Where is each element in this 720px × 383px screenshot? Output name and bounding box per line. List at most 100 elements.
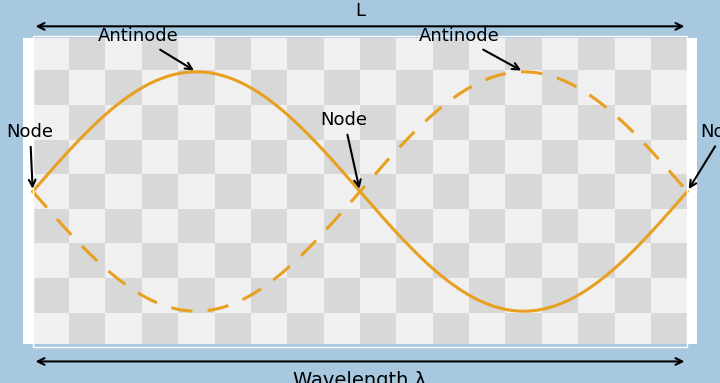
Bar: [215, 243, 251, 278]
Bar: [469, 70, 505, 105]
Bar: [397, 243, 433, 278]
Text: Node: Node: [6, 123, 53, 187]
Bar: [215, 278, 251, 313]
Bar: [0, 0, 23, 383]
Bar: [360, 70, 397, 105]
Bar: [578, 209, 615, 243]
Bar: [578, 70, 615, 105]
Bar: [251, 174, 287, 209]
Bar: [651, 209, 688, 243]
Bar: [505, 243, 542, 278]
Bar: [360, 105, 397, 140]
Bar: [105, 209, 142, 243]
Bar: [323, 278, 360, 313]
Bar: [505, 36, 542, 70]
Bar: [251, 313, 287, 347]
Bar: [615, 70, 651, 105]
Bar: [215, 209, 251, 243]
Bar: [251, 243, 287, 278]
Bar: [287, 209, 323, 243]
Bar: [215, 313, 251, 347]
Bar: [0, 0, 720, 38]
Bar: [215, 105, 251, 140]
Bar: [542, 174, 578, 209]
Bar: [469, 278, 505, 313]
Bar: [287, 313, 323, 347]
Bar: [578, 105, 615, 140]
Bar: [142, 105, 178, 140]
Bar: [615, 36, 651, 70]
Bar: [32, 105, 69, 140]
Bar: [178, 105, 215, 140]
Bar: [615, 209, 651, 243]
Bar: [433, 209, 469, 243]
Bar: [505, 278, 542, 313]
Bar: [505, 70, 542, 105]
Bar: [323, 36, 360, 70]
Bar: [542, 140, 578, 174]
Bar: [105, 105, 142, 140]
Bar: [142, 140, 178, 174]
Bar: [323, 313, 360, 347]
Bar: [69, 36, 105, 70]
Bar: [360, 313, 397, 347]
Bar: [433, 140, 469, 174]
Bar: [397, 209, 433, 243]
Bar: [287, 36, 323, 70]
Bar: [651, 243, 688, 278]
Bar: [433, 278, 469, 313]
Bar: [469, 140, 505, 174]
Bar: [69, 243, 105, 278]
Bar: [69, 174, 105, 209]
Bar: [615, 278, 651, 313]
Bar: [287, 278, 323, 313]
Bar: [215, 70, 251, 105]
Bar: [323, 140, 360, 174]
Bar: [542, 105, 578, 140]
Bar: [578, 278, 615, 313]
Bar: [651, 105, 688, 140]
Bar: [397, 278, 433, 313]
Bar: [142, 313, 178, 347]
Bar: [323, 70, 360, 105]
Bar: [287, 105, 323, 140]
Bar: [615, 140, 651, 174]
Bar: [251, 105, 287, 140]
Bar: [105, 140, 142, 174]
Bar: [542, 243, 578, 278]
Bar: [578, 36, 615, 70]
Bar: [651, 140, 688, 174]
Bar: [433, 70, 469, 105]
Bar: [178, 36, 215, 70]
Bar: [615, 313, 651, 347]
Bar: [251, 70, 287, 105]
Bar: [215, 36, 251, 70]
Bar: [397, 140, 433, 174]
Text: Wavelength λ: Wavelength λ: [294, 371, 426, 383]
Bar: [578, 140, 615, 174]
Bar: [287, 243, 323, 278]
Bar: [178, 209, 215, 243]
Bar: [32, 243, 69, 278]
Bar: [651, 313, 688, 347]
Text: Node: Node: [320, 111, 368, 187]
Bar: [469, 36, 505, 70]
Bar: [397, 70, 433, 105]
Bar: [178, 243, 215, 278]
Bar: [469, 105, 505, 140]
Bar: [142, 243, 178, 278]
Bar: [615, 174, 651, 209]
Bar: [360, 243, 397, 278]
Bar: [32, 70, 69, 105]
Bar: [651, 278, 688, 313]
Bar: [287, 70, 323, 105]
Bar: [69, 278, 105, 313]
Bar: [542, 278, 578, 313]
Bar: [251, 36, 287, 70]
Bar: [69, 140, 105, 174]
Bar: [360, 278, 397, 313]
Bar: [397, 105, 433, 140]
Bar: [469, 243, 505, 278]
Bar: [323, 174, 360, 209]
Bar: [178, 174, 215, 209]
